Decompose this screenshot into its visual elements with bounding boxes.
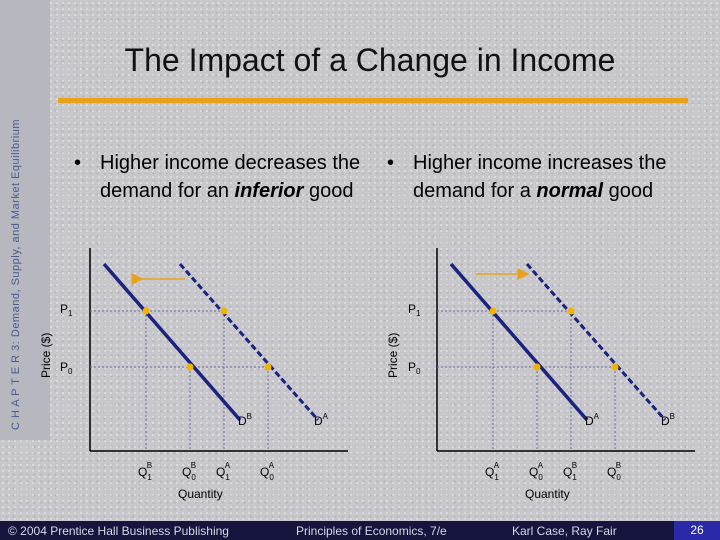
q-label: Q1A <box>216 461 231 482</box>
quantity-axis-label: Quantity <box>525 487 570 501</box>
price-axis-label: Price ($) <box>386 333 400 378</box>
equilibrium-point <box>489 307 497 315</box>
demand-a-label: DA <box>314 412 329 428</box>
bullet-dot: • <box>387 152 395 174</box>
page-number: 26 <box>674 521 720 540</box>
q-label: Q0A <box>260 461 275 482</box>
footer-authors: Karl Case, Ray Fair <box>512 524 617 538</box>
bullet-text-prefix: Higher income decreases the demand for a… <box>100 152 361 202</box>
p1-label: P1 <box>60 302 73 318</box>
inferior-good-graph: Price ($) P1 P0 DB DA Q1B Q0B Q1A Q0A Qu… <box>39 248 348 501</box>
equilibrium-point <box>533 363 541 371</box>
bullet-text-prefix: Higher income increases the demand for a <box>413 152 667 202</box>
demand-curve-b <box>525 263 667 421</box>
equilibrium-point <box>611 363 619 371</box>
normal-good-graph: Price ($) P1 P0 DA DB Q1A Q0A Q1B Q0B Qu… <box>386 248 695 501</box>
demand-b-label: DB <box>238 412 252 428</box>
demand-a-label: DA <box>585 412 600 428</box>
q-label: Q0B <box>607 461 621 482</box>
q-label: Q1B <box>138 461 152 482</box>
bullet-emphasis-normal: normal <box>536 180 604 202</box>
bullet-emphasis-inferior: inferior <box>234 180 304 202</box>
bullet-text-suffix: good <box>303 180 354 202</box>
demand-curve-a <box>178 263 320 421</box>
q-label: Q0B <box>182 461 196 482</box>
equilibrium-point <box>220 307 228 315</box>
equilibrium-point <box>142 307 150 315</box>
p1-label: P1 <box>408 302 421 318</box>
footer-book-title: Principles of Economics, 7/e <box>296 524 447 538</box>
equilibrium-point <box>264 363 272 371</box>
q-label: Q1A <box>485 461 500 482</box>
demand-curve-a <box>449 262 589 422</box>
bullet-normal-good: • Higher income increases the demand for… <box>387 149 683 205</box>
footer-bar: © 2004 Prentice Hall Business Publishing… <box>0 521 720 540</box>
quantity-axis-label: Quantity <box>178 487 223 501</box>
demand-b-label: DB <box>661 412 675 428</box>
price-axis-label: Price ($) <box>39 333 53 378</box>
equilibrium-point <box>186 363 194 371</box>
demand-curve-b <box>102 262 242 422</box>
p0-label: P0 <box>60 360 73 376</box>
q-label: Q1B <box>563 461 577 482</box>
q-label: Q0A <box>529 461 544 482</box>
bullet-inferior-good: • Higher income decreases the demand for… <box>74 149 370 205</box>
p0-label: P0 <box>408 360 421 376</box>
bullet-text-suffix: good <box>603 180 654 202</box>
chapter-sidebar: C H A P T E R 3: Demand, Supply, and Mar… <box>0 0 50 440</box>
title-underline <box>58 98 688 103</box>
slide-title: The Impact of a Change in Income <box>124 42 616 78</box>
footer-copyright: © 2004 Prentice Hall Business Publishing <box>8 524 229 538</box>
equilibrium-point <box>567 307 575 315</box>
bullet-dot: • <box>74 152 82 174</box>
